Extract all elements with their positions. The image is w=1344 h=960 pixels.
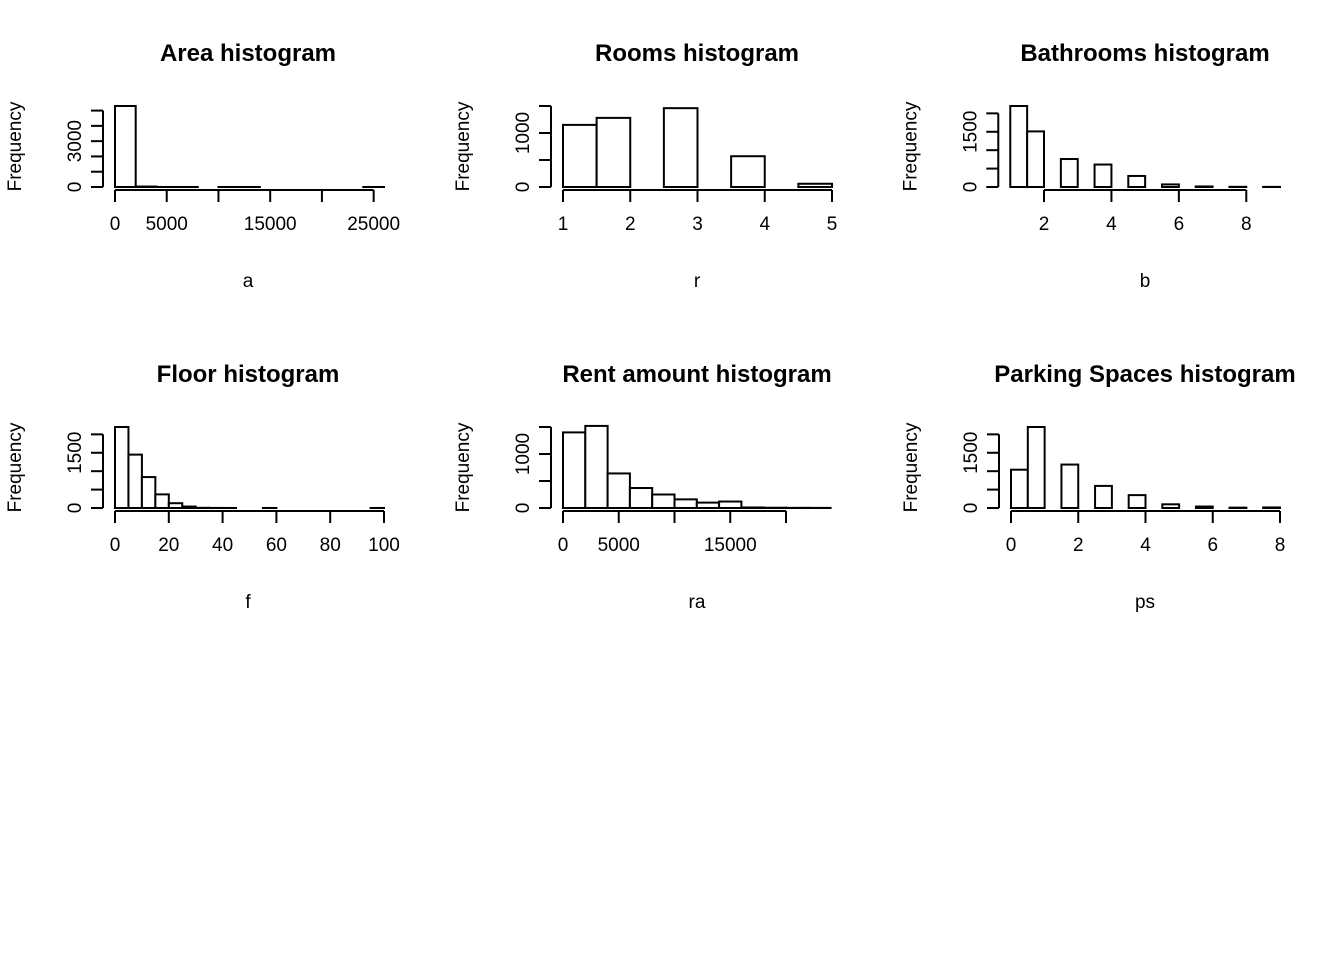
histogram-bar [181, 505, 197, 510]
histogram-bar [797, 182, 833, 188]
histogram-bar [1060, 463, 1080, 509]
histogram-bar [740, 506, 765, 509]
histogram-bar [1010, 468, 1029, 509]
y-tick-label: 3000 [65, 120, 86, 162]
histogram-bar [584, 424, 609, 510]
y-tick-label: 1000 [513, 112, 534, 154]
histogram-bar [1161, 503, 1181, 509]
x-tick-label: 6 [1207, 535, 1218, 556]
chart-title: Rooms histogram [595, 40, 799, 67]
histogram-bar [1194, 505, 1214, 510]
x-tick-label: 2 [1073, 535, 1084, 556]
histogram-bar [1026, 426, 1046, 509]
histogram-bar [695, 501, 721, 510]
x-tick-label: 40 [212, 535, 233, 556]
histogram-bar [730, 155, 766, 189]
y-axis-label: Frequency [453, 422, 474, 512]
x-tick-label: 80 [320, 535, 341, 556]
histogram-bar [662, 107, 699, 188]
histogram-bar [1262, 506, 1281, 509]
x-tick-label: 8 [1241, 214, 1252, 235]
x-axis-label: f [245, 592, 251, 613]
x-tick-label: 0 [110, 535, 121, 556]
chart-title: Area histogram [160, 40, 336, 67]
x-tick-label: 6 [1174, 214, 1185, 235]
histogram-bar [606, 472, 631, 510]
x-tick-label: 0 [110, 214, 121, 235]
x-tick-label: 60 [266, 535, 287, 556]
histogram-bar [114, 105, 137, 188]
histogram-bar [562, 431, 587, 509]
x-tick-label: 2 [625, 214, 636, 235]
x-tick-label: 2 [1039, 214, 1050, 235]
x-tick-label: 4 [1106, 214, 1117, 235]
histogram-bar [154, 493, 170, 509]
x-tick-label: 5000 [598, 535, 640, 556]
histogram-bar [1026, 130, 1045, 188]
x-axis-label: ps [1135, 592, 1155, 613]
y-tick-label: 0 [513, 182, 534, 193]
x-tick-label: 4 [1140, 535, 1151, 556]
x-tick-label: 15000 [244, 214, 297, 235]
histogram-bar [562, 123, 598, 188]
x-tick-label: 3 [692, 214, 703, 235]
y-tick-label: 1500 [65, 432, 86, 474]
y-axis-label: Frequency [5, 422, 26, 512]
y-axis-label: Frequency [900, 101, 921, 191]
x-tick-label: 4 [759, 214, 770, 235]
x-tick-label: 8 [1275, 535, 1286, 556]
histogram-bar [1009, 105, 1029, 188]
y-tick-label: 1000 [513, 433, 534, 475]
histogram-bar [1127, 174, 1147, 188]
x-tick-label: 0 [558, 535, 569, 556]
y-tick-label: 0 [513, 503, 534, 514]
chart-title: Rent amount histogram [562, 361, 831, 388]
y-tick-label: 1500 [961, 432, 982, 474]
x-axis-label: a [243, 271, 254, 292]
histogram-bar [1127, 494, 1147, 510]
histogram-bar [595, 116, 632, 188]
y-tick-label: 1500 [960, 111, 981, 153]
histogram-bar [127, 453, 143, 510]
y-tick-label: 0 [65, 182, 86, 193]
chart-title: Parking Spaces histogram [994, 361, 1295, 388]
histogram-bar [673, 498, 698, 509]
chart-title: Floor histogram [157, 361, 340, 388]
histogram-bar [1161, 183, 1180, 189]
x-axis-label: r [694, 271, 701, 292]
y-tick-label: 0 [65, 503, 86, 514]
y-tick-label: 0 [960, 182, 981, 193]
x-tick-label: 15000 [704, 535, 757, 556]
y-axis-label: Frequency [901, 422, 922, 512]
y-tick-label: 0 [961, 503, 982, 514]
x-tick-label: 1 [558, 214, 569, 235]
histogram-bar [140, 476, 157, 509]
x-tick-label: 0 [1006, 535, 1017, 556]
histogram-bar [628, 487, 654, 509]
x-tick-label: 100 [368, 535, 400, 556]
histogram-bar [1093, 163, 1113, 188]
histogram-bar [1059, 158, 1079, 189]
histogram-bar [651, 493, 676, 509]
x-tick-label: 5000 [146, 214, 188, 235]
chart-title: Bathrooms histogram [1020, 40, 1269, 67]
histogram-bar [167, 502, 184, 509]
x-tick-label: 5 [827, 214, 838, 235]
histogram-bar [114, 426, 130, 509]
x-tick-label: 25000 [347, 214, 400, 235]
y-axis-label: Frequency [5, 101, 26, 191]
y-axis-label: Frequency [453, 101, 474, 191]
x-axis-label: b [1140, 271, 1151, 292]
x-axis-label: ra [689, 592, 706, 613]
histogram-bar [1094, 484, 1113, 509]
histogram-bar [1194, 185, 1214, 188]
histogram-bar [718, 500, 743, 509]
x-tick-label: 20 [158, 535, 179, 556]
